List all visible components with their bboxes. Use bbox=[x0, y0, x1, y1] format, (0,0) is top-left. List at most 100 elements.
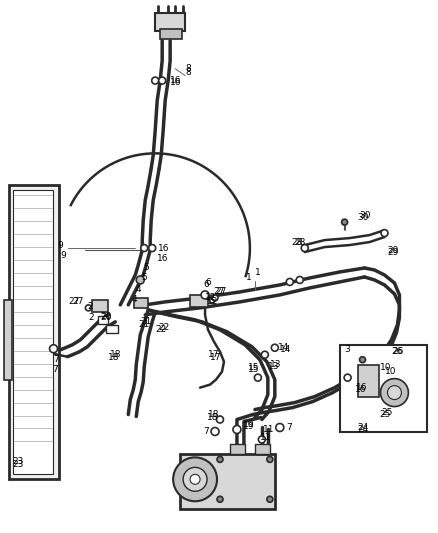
Text: 26: 26 bbox=[392, 347, 403, 356]
Text: 19: 19 bbox=[243, 422, 254, 431]
Text: 7: 7 bbox=[53, 365, 58, 374]
Circle shape bbox=[344, 374, 351, 381]
Text: 5: 5 bbox=[141, 273, 147, 282]
Text: 27: 27 bbox=[72, 297, 84, 306]
Circle shape bbox=[211, 427, 219, 435]
Bar bbox=[339, 345, 427, 432]
Circle shape bbox=[190, 474, 200, 484]
Circle shape bbox=[173, 457, 217, 501]
Text: 3: 3 bbox=[345, 345, 350, 354]
Circle shape bbox=[267, 456, 273, 462]
Circle shape bbox=[201, 291, 209, 299]
Circle shape bbox=[136, 276, 144, 284]
Circle shape bbox=[149, 245, 155, 252]
Text: 25: 25 bbox=[381, 408, 393, 417]
Bar bbox=[230, 445, 245, 455]
Bar bbox=[155, 13, 185, 31]
Text: 18: 18 bbox=[108, 353, 120, 362]
Text: 22: 22 bbox=[155, 325, 166, 334]
Bar bbox=[255, 445, 270, 455]
Text: 21: 21 bbox=[140, 317, 152, 326]
Text: 14: 14 bbox=[278, 343, 289, 352]
Text: 25: 25 bbox=[379, 410, 391, 419]
Text: 16: 16 bbox=[158, 244, 170, 253]
Circle shape bbox=[152, 77, 159, 84]
Text: 9: 9 bbox=[57, 240, 63, 249]
Circle shape bbox=[254, 374, 261, 381]
Bar bbox=[13, 190, 53, 474]
Text: 16: 16 bbox=[170, 76, 182, 85]
Circle shape bbox=[141, 245, 148, 252]
Text: 26: 26 bbox=[392, 347, 404, 356]
Circle shape bbox=[271, 344, 278, 351]
Text: 1: 1 bbox=[255, 269, 261, 278]
Text: 1: 1 bbox=[246, 273, 252, 282]
Text: 18: 18 bbox=[208, 410, 219, 419]
Text: 8: 8 bbox=[185, 68, 191, 77]
Text: 12: 12 bbox=[207, 297, 219, 306]
Circle shape bbox=[388, 385, 401, 400]
Circle shape bbox=[212, 295, 218, 301]
Text: 6: 6 bbox=[203, 280, 209, 289]
Circle shape bbox=[381, 378, 408, 407]
Circle shape bbox=[159, 77, 166, 84]
Text: 7: 7 bbox=[286, 423, 292, 432]
Circle shape bbox=[261, 351, 268, 358]
Text: 23: 23 bbox=[13, 457, 24, 466]
Text: 4: 4 bbox=[131, 295, 137, 304]
Text: 13: 13 bbox=[270, 360, 281, 369]
Text: 16: 16 bbox=[157, 254, 169, 263]
Text: 19: 19 bbox=[243, 420, 254, 429]
Bar bbox=[190, 295, 208, 307]
Circle shape bbox=[233, 425, 241, 433]
Text: 28: 28 bbox=[292, 238, 303, 247]
Text: 17: 17 bbox=[208, 350, 219, 359]
Text: 9: 9 bbox=[60, 251, 66, 260]
Text: 16: 16 bbox=[355, 385, 366, 394]
Circle shape bbox=[258, 436, 265, 443]
Text: 30: 30 bbox=[360, 211, 371, 220]
Text: 18: 18 bbox=[110, 350, 122, 359]
Text: 2: 2 bbox=[88, 313, 94, 322]
Text: 21: 21 bbox=[138, 320, 150, 329]
Text: 17: 17 bbox=[210, 353, 222, 362]
Text: 12: 12 bbox=[205, 293, 216, 302]
Text: 10: 10 bbox=[385, 367, 396, 376]
Circle shape bbox=[286, 278, 293, 286]
Text: 27: 27 bbox=[215, 287, 226, 296]
Text: 6: 6 bbox=[205, 278, 211, 287]
Text: 18: 18 bbox=[207, 413, 219, 422]
Text: 20: 20 bbox=[100, 313, 112, 322]
Bar bbox=[4, 300, 12, 379]
Text: 29: 29 bbox=[388, 247, 399, 256]
Circle shape bbox=[216, 416, 223, 423]
Circle shape bbox=[276, 424, 284, 432]
Text: 15: 15 bbox=[248, 365, 259, 374]
Circle shape bbox=[381, 230, 388, 237]
Circle shape bbox=[267, 496, 273, 502]
Circle shape bbox=[296, 277, 303, 284]
Text: 24: 24 bbox=[357, 423, 369, 432]
Text: 16: 16 bbox=[356, 383, 367, 392]
Text: 10: 10 bbox=[379, 363, 391, 372]
Text: 13: 13 bbox=[268, 362, 279, 371]
Bar bbox=[92, 300, 108, 312]
Text: 14: 14 bbox=[280, 345, 291, 354]
Text: 11: 11 bbox=[260, 433, 272, 442]
Bar bbox=[134, 298, 148, 308]
Bar bbox=[160, 29, 182, 39]
Text: 7: 7 bbox=[53, 355, 59, 364]
Text: 24: 24 bbox=[357, 425, 369, 434]
Bar bbox=[9, 185, 59, 479]
Text: 27: 27 bbox=[68, 297, 80, 306]
Text: 15: 15 bbox=[248, 363, 259, 372]
Text: 11: 11 bbox=[263, 425, 274, 434]
Circle shape bbox=[49, 345, 57, 353]
Bar bbox=[106, 325, 118, 333]
Text: 7: 7 bbox=[203, 427, 209, 436]
Circle shape bbox=[217, 456, 223, 462]
Text: 22: 22 bbox=[158, 324, 170, 332]
Circle shape bbox=[217, 496, 223, 502]
Text: 2: 2 bbox=[88, 302, 93, 311]
Text: 4: 4 bbox=[135, 286, 141, 294]
